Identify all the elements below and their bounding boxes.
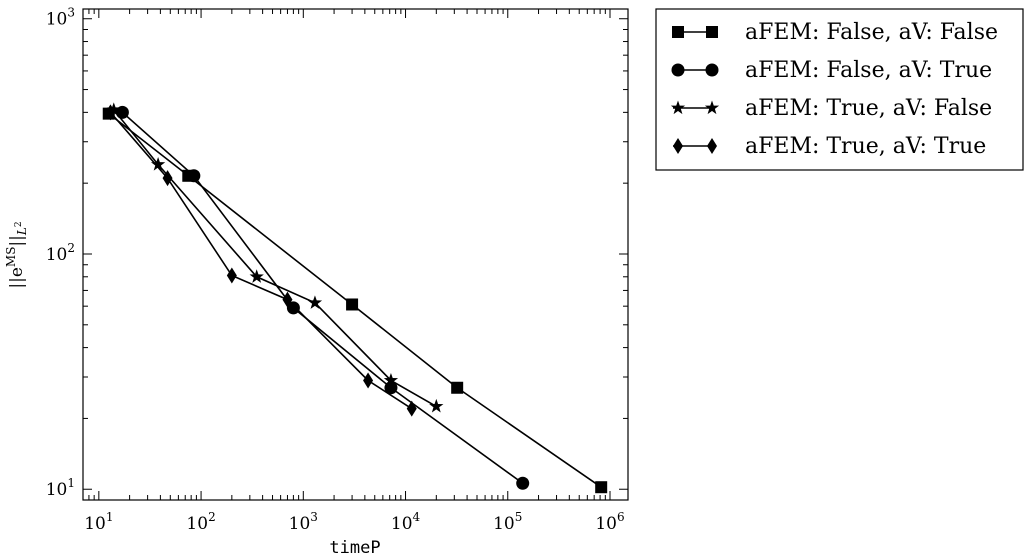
data-point-square — [595, 481, 608, 494]
y-tick-label-base: 10 — [46, 245, 68, 265]
legend-item: aFEM: False, aV: True — [671, 58, 992, 83]
series-2 — [115, 105, 530, 490]
legend-label: aFEM: True, aV: False — [745, 96, 992, 121]
data-point-star — [150, 157, 166, 171]
x-tick-label-base: 10 — [186, 514, 208, 534]
legend-marker-right — [706, 26, 718, 38]
x-tick-label-exponent: 5 — [515, 510, 523, 524]
y-tick-label: 101 — [46, 476, 75, 500]
x-tick-label: 103 — [289, 510, 318, 534]
plot-frame — [82, 8, 629, 501]
y-tick-label-base: 10 — [46, 480, 68, 500]
series-3 — [106, 102, 444, 413]
x-tick-label-base: 10 — [595, 514, 617, 534]
legend-label: aFEM: True, aV: True — [745, 134, 986, 159]
data-point-star — [249, 269, 264, 283]
legend-label: aFEM: False, aV: False — [745, 20, 998, 45]
y-tick-label: 102 — [46, 241, 75, 265]
x-tick-label-exponent: 6 — [617, 510, 625, 524]
data-point-square — [451, 381, 464, 394]
y-tick-label-exponent: 2 — [67, 241, 75, 255]
series-layer — [102, 102, 608, 494]
y-axis-label-superscript: MS — [4, 247, 18, 268]
x-axis-label: timeP — [329, 538, 380, 557]
x-tick-label-base: 10 — [493, 514, 515, 534]
legend: aFEM: False, aV: False aFEM: False, aV: T… — [655, 8, 1024, 171]
y-axis-label-subscript-exponent: 2 — [14, 221, 24, 227]
axis-ticks — [82, 9, 628, 501]
data-point-circle — [286, 301, 300, 315]
y-axis-label: ||eMS||L2 — [4, 221, 29, 288]
y-tick-label-base: 10 — [46, 10, 68, 30]
data-point-star — [429, 398, 444, 413]
legend-marker-right — [704, 100, 720, 115]
legend-marker-left — [672, 26, 684, 38]
legend-marker-left — [670, 100, 686, 115]
x-tick-label: 104 — [391, 510, 421, 534]
data-point-circle — [516, 476, 530, 490]
x-tick-label: 105 — [493, 510, 522, 534]
data-point-star — [383, 372, 399, 387]
data-point-circle — [187, 169, 201, 183]
data-point-square — [346, 298, 359, 311]
y-axis-label-base: ||e — [7, 267, 27, 289]
y-axis-label-close: || — [7, 235, 27, 246]
legend-marker-right — [707, 138, 717, 154]
y-tick-label-exponent: 1 — [67, 476, 75, 490]
data-point-star — [106, 102, 121, 116]
x-tick-label: 102 — [186, 510, 215, 534]
x-tick-label-base: 10 — [289, 514, 311, 534]
legend-item: aFEM: True, aV: False — [670, 96, 992, 121]
data-point-diamond — [226, 267, 237, 284]
legend-marker-right — [705, 63, 719, 77]
y-tick-label-exponent: 3 — [67, 6, 75, 20]
x-tick-label-base: 10 — [84, 514, 106, 534]
x-tick-label: 101 — [84, 510, 113, 534]
series-line — [113, 109, 437, 408]
data-point-diamond — [162, 170, 173, 187]
series-line — [121, 111, 524, 484]
data-point-diamond — [105, 104, 116, 121]
x-tick-label-exponent: 1 — [106, 510, 114, 524]
legend-item: aFEM: False, aV: False — [672, 20, 998, 45]
x-tick-label-exponent: 2 — [208, 510, 216, 524]
series-1 — [102, 107, 608, 494]
data-point-diamond — [406, 400, 417, 417]
data-point-diamond — [282, 291, 293, 308]
data-point-star — [307, 295, 323, 309]
y-tick-label: 103 — [46, 6, 75, 30]
x-tick-label-exponent: 4 — [413, 510, 421, 524]
series-line — [109, 111, 413, 410]
legend-label: aFEM: False, aV: True — [745, 58, 992, 83]
x-tick-label: 106 — [595, 510, 624, 534]
legend-item: aFEM: True, aV: True — [673, 134, 986, 159]
y-axis-label-subscript: L — [15, 227, 29, 236]
x-tick-label-base: 10 — [391, 514, 413, 534]
legend-marker-left — [673, 138, 683, 154]
x-tick-label-exponent: 3 — [310, 510, 318, 524]
data-point-diamond — [363, 372, 374, 389]
series-4 — [105, 104, 417, 417]
legend-items: aFEM: False, aV: False aFEM: False, aV: T… — [670, 20, 998, 159]
legend-marker-left — [671, 63, 685, 77]
